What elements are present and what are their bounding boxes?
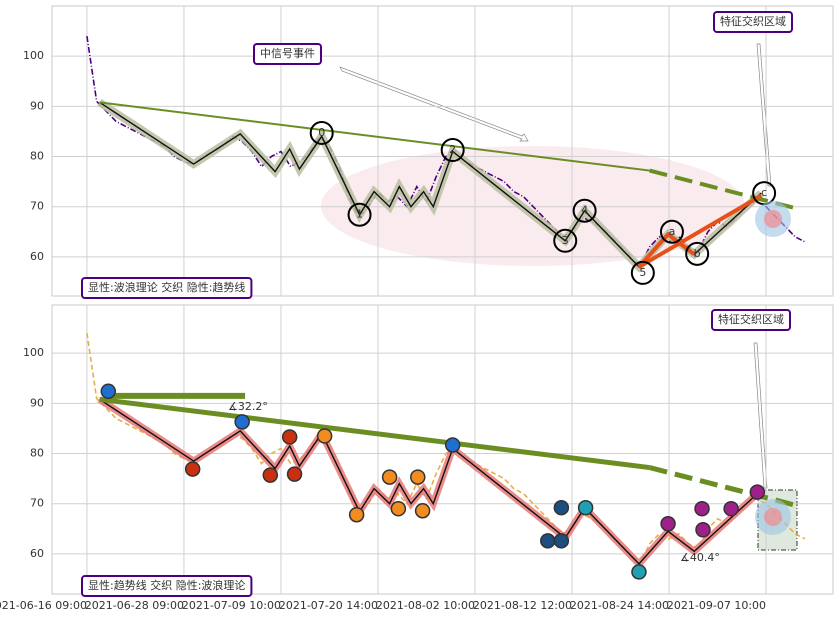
annotation: 特征交织区域 <box>713 11 793 33</box>
annotation: 显性:波浪理论 交织 隐性:趋势线 <box>81 277 253 299</box>
marker <box>540 533 556 549</box>
marker <box>281 429 298 445</box>
angle-label: ∡32.2° <box>228 400 268 413</box>
annotation-text: 特征交织区域 <box>718 312 784 326</box>
wave-label: 5 <box>639 266 646 279</box>
marker <box>184 461 201 477</box>
wave-label: 0 <box>318 126 325 139</box>
wave-label: 4 <box>581 204 588 217</box>
wave-line <box>99 398 762 565</box>
marker <box>553 533 570 549</box>
arrow <box>339 66 529 142</box>
y-tick-label: 70 <box>30 497 44 510</box>
wave-label: b <box>694 247 701 260</box>
marker <box>723 500 739 517</box>
cluster <box>764 210 782 228</box>
marker <box>262 467 279 483</box>
annotation: 中信号事件 <box>253 43 322 65</box>
plot-frame <box>51 304 834 595</box>
wave-label-circle <box>630 260 655 285</box>
wave-line <box>99 101 762 268</box>
y-tick-label: 90 <box>30 396 44 409</box>
marker <box>316 428 333 444</box>
marker <box>348 506 365 523</box>
marker <box>286 466 303 482</box>
trend-line <box>99 396 650 471</box>
annotation: 特征交织区域 <box>711 309 791 331</box>
x-tick-label: 2021-08-24 14:00 <box>570 599 669 612</box>
y-tick-label: 70 <box>30 200 44 213</box>
wave-label-circle <box>685 241 710 266</box>
annotation-box <box>253 43 322 65</box>
annotation: 显性:趋势线 交织 隐性:波浪理论 <box>81 575 253 597</box>
marker <box>694 500 710 517</box>
wave-label-circle <box>572 198 597 223</box>
marker <box>410 469 426 485</box>
arrow <box>753 342 768 489</box>
wave-label-circle <box>659 219 684 244</box>
marker <box>381 469 398 485</box>
x-tick-label: 2021-08-02 10:00 <box>376 599 475 612</box>
annotation-box <box>81 575 253 597</box>
annotation-box <box>711 309 791 331</box>
annotation-text: 显性:波浪理论 交织 隐性:趋势线 <box>88 280 245 294</box>
x-tick-label: 2021-09-07 10:00 <box>667 599 766 612</box>
y-tick-label: 100 <box>23 49 44 62</box>
wave-label: 3 <box>562 234 569 247</box>
trend-line <box>99 101 650 172</box>
plot-frame <box>51 5 834 297</box>
annotation-text: 特征交织区域 <box>720 14 786 28</box>
y-tick-label: 100 <box>23 346 44 359</box>
angle-label: ∡40.4° <box>680 551 720 564</box>
annotation-box <box>713 11 793 33</box>
wave-label-circle <box>440 137 465 162</box>
cluster <box>764 508 782 526</box>
wave-label: c <box>761 186 767 199</box>
annotation-text: 显性:趋势线 交织 隐性:波浪理论 <box>88 578 245 592</box>
x-tick-label: 2021-08-12 12:00 <box>473 599 572 612</box>
x-tick-label: 2021-06-16 09:00 <box>0 599 87 612</box>
highlight-line <box>637 193 763 269</box>
marker <box>660 516 676 532</box>
wave-label: a <box>669 225 676 238</box>
marker <box>444 437 461 453</box>
annotation-box <box>81 277 253 299</box>
arrow <box>756 43 772 187</box>
marker <box>234 414 250 430</box>
y-tick-label: 90 <box>30 99 44 112</box>
y-tick-label: 60 <box>30 250 44 263</box>
marker <box>695 522 711 538</box>
marker <box>577 499 594 516</box>
y-tick-label: 80 <box>30 447 44 460</box>
marker <box>414 502 431 519</box>
x-tick-label: 2021-07-20 14:00 <box>279 599 378 612</box>
marker <box>553 499 570 516</box>
y-tick-label: 80 <box>30 150 44 163</box>
price-line <box>86 332 806 566</box>
marker <box>631 564 647 580</box>
marker <box>749 484 766 500</box>
wave-label-circle <box>553 228 578 253</box>
marker <box>390 500 407 517</box>
x-tick-label: 2021-06-28 09:00 <box>85 599 184 612</box>
wave-label-circle <box>347 202 372 227</box>
wave-label-circle <box>309 120 334 145</box>
annotation-text: 中信号事件 <box>260 47 315 60</box>
wave-label: 1 <box>356 208 363 221</box>
wave-label: 2 <box>449 143 456 156</box>
y-tick-label: 60 <box>30 547 44 560</box>
marker <box>100 383 117 400</box>
x-tick-label: 2021-07-09 10:00 <box>182 599 281 612</box>
